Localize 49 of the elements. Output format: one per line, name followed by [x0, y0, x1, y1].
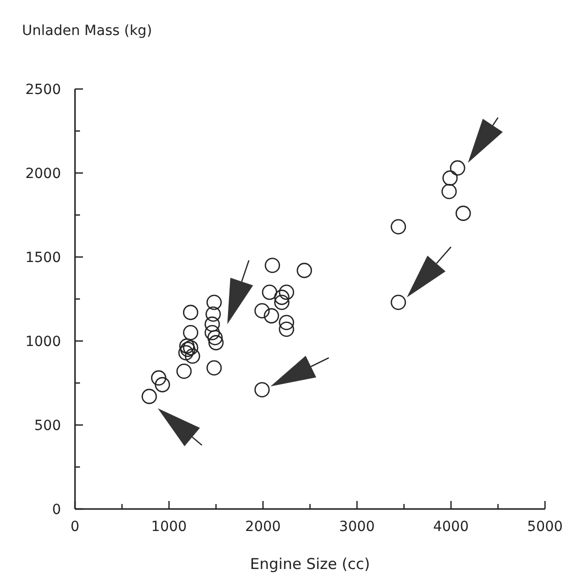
x-tick-label: 1000 — [151, 519, 187, 535]
y-tick-label: 1000 — [25, 334, 61, 350]
y-tick-label: 2500 — [25, 82, 61, 98]
point — [390, 294, 406, 310]
point — [179, 338, 195, 354]
point — [296, 262, 312, 278]
point — [184, 348, 200, 364]
point — [456, 206, 471, 221]
point — [151, 370, 166, 386]
point — [180, 342, 196, 358]
point — [264, 258, 280, 274]
point — [441, 184, 457, 200]
point — [142, 388, 157, 404]
y-tick-label: 500 — [34, 418, 61, 434]
point — [206, 360, 222, 376]
point — [182, 324, 198, 340]
point — [206, 294, 222, 310]
point — [274, 294, 290, 310]
point — [206, 306, 221, 322]
x-tick-label: 2000 — [245, 519, 281, 535]
point — [274, 290, 290, 305]
y-tick-label: 0 — [52, 502, 61, 518]
point — [278, 322, 294, 337]
point — [182, 340, 198, 356]
point — [208, 335, 224, 350]
x-tick-label: 4000 — [433, 519, 469, 535]
point — [254, 303, 270, 318]
point — [154, 377, 170, 392]
point — [390, 219, 406, 234]
point — [442, 170, 458, 186]
point — [204, 324, 220, 340]
point — [204, 316, 220, 332]
point — [254, 382, 270, 398]
point — [262, 284, 278, 300]
x-axis-title: Engine Size (cc) — [250, 555, 370, 573]
y-tick-label: 2000 — [25, 166, 61, 182]
x-tick-label: 5000 — [527, 519, 563, 535]
y-axis-title: Unladen Mass (kg) — [22, 23, 152, 39]
point — [182, 304, 198, 320]
point — [178, 345, 194, 360]
point — [278, 314, 294, 330]
point — [176, 364, 192, 379]
y-tick-label: 1500 — [25, 250, 61, 266]
point — [207, 330, 223, 346]
x-tick-label: 0 — [70, 519, 80, 535]
x-tick-label: 3000 — [339, 519, 375, 535]
point — [450, 160, 466, 176]
point — [278, 284, 294, 300]
point — [264, 308, 280, 324]
